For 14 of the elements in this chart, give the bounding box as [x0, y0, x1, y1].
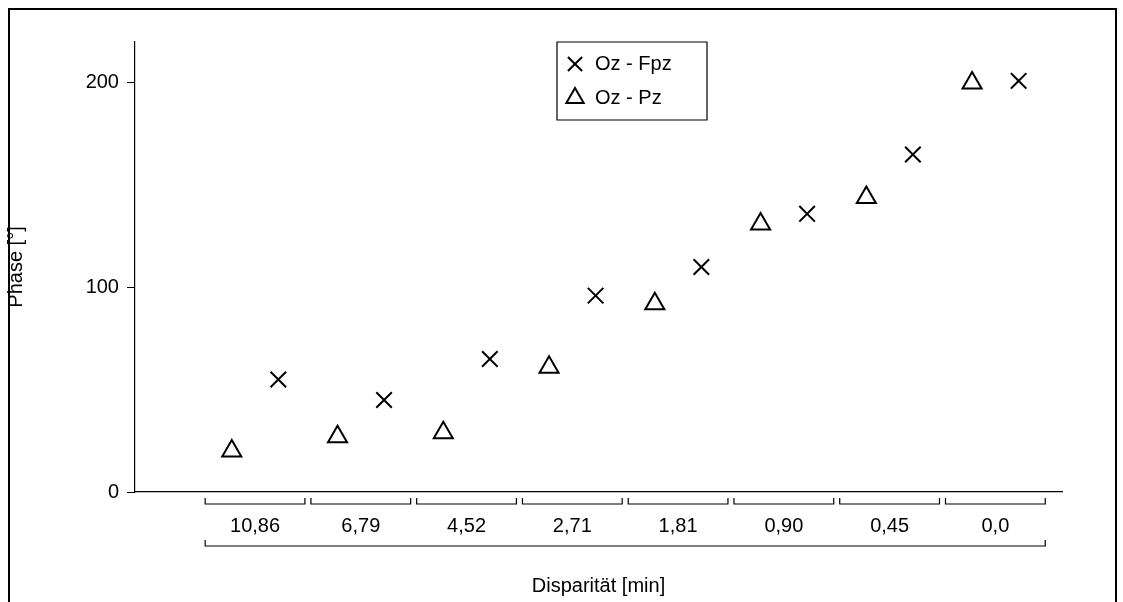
y-tick-label: 100: [85, 274, 119, 297]
x-axis-title: Disparität [min]: [531, 573, 666, 596]
y-tick-label: 0: [107, 479, 119, 502]
x-tick-label: 10,86: [230, 513, 281, 536]
x-tick-label: 0,0: [981, 513, 1010, 536]
y-tick-label: 200: [85, 70, 119, 93]
x-tick-label: 1,81: [658, 513, 698, 536]
x-tick-label: 4,52: [447, 513, 487, 536]
legend-label: Oz - Pz: [595, 85, 662, 108]
legend-label: Oz - Fpz: [595, 51, 672, 74]
x-tick-label: 0,45: [870, 513, 910, 536]
x-tick-label: 0,90: [764, 513, 804, 536]
x-tick-label: 2,71: [552, 513, 592, 536]
x-tick-label: 6,79: [341, 513, 381, 536]
